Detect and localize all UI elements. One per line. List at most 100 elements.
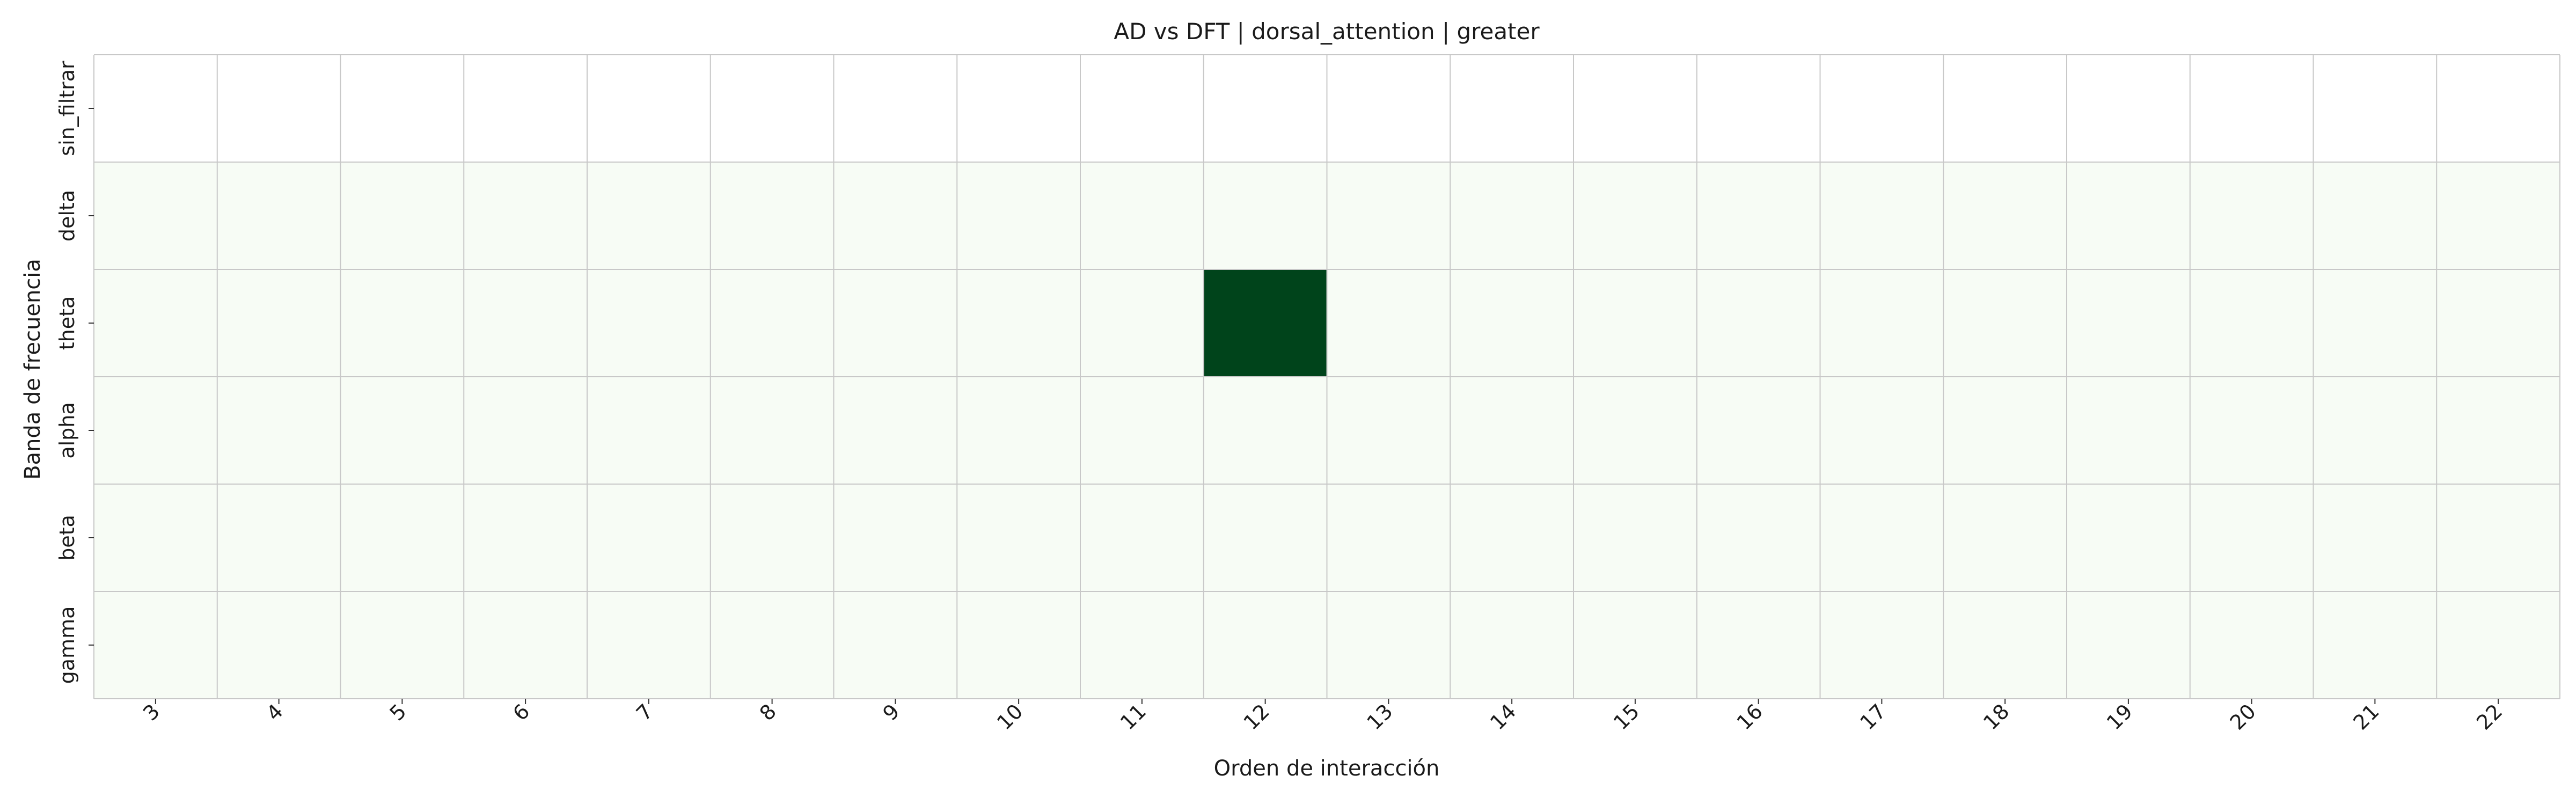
heatmap-cell-alpha-4	[217, 377, 341, 484]
heatmap-cell-gamma-10	[957, 591, 1080, 699]
heatmap-cell-delta-16	[1696, 162, 1820, 269]
heatmap-cell-delta-7	[587, 162, 711, 269]
heatmap-cell-delta-15	[1574, 162, 1697, 269]
heatmap-cell-gamma-16	[1696, 591, 1820, 699]
y-tick-label: beta	[55, 515, 79, 561]
heatmap-cell-beta-8	[710, 484, 834, 591]
heatmap-cell-gamma-14	[1450, 591, 1574, 699]
heatmap-cell-beta-3	[94, 484, 217, 591]
x-tick-label: 19	[2102, 699, 2137, 734]
heatmap-cell-alpha-7	[587, 377, 711, 484]
heatmap-cell-alpha-9	[833, 377, 957, 484]
heatmap-cell-delta-19	[2067, 162, 2190, 269]
heatmap-cell-sin_filtrar-17	[1820, 55, 1944, 162]
y-tick-label: gamma	[55, 606, 79, 684]
heatmap-cell-sin_filtrar-15	[1574, 55, 1697, 162]
y-axis-label: Banda de frecuencia	[20, 259, 45, 480]
heatmap-cell-delta-6	[464, 162, 587, 269]
heatmap-cell-theta-19	[2067, 269, 2190, 377]
heatmap-cells	[94, 55, 2560, 699]
x-axis-label: Orden de interacción	[1214, 756, 1440, 781]
heatmap-cell-delta-12	[1203, 162, 1327, 269]
heatmap-cell-alpha-10	[957, 377, 1080, 484]
heatmap-cell-delta-18	[1943, 162, 2067, 269]
heatmap-cell-gamma-17	[1820, 591, 1944, 699]
heatmap-cell-beta-7	[587, 484, 711, 591]
heatmap-cell-sin_filtrar-9	[833, 55, 957, 162]
x-tick-label: 4	[262, 699, 288, 725]
heatmap-cell-theta-14	[1450, 269, 1574, 377]
heatmap-cell-gamma-13	[1327, 591, 1451, 699]
heatmap-cell-sin_filtrar-22	[2436, 55, 2560, 162]
x-tick-label: 18	[1979, 699, 2014, 734]
heatmap-cell-sin_filtrar-12	[1203, 55, 1327, 162]
heatmap-cell-gamma-3	[94, 591, 217, 699]
heatmap-cell-theta-22	[2436, 269, 2560, 377]
heatmap-cell-gamma-20	[2190, 591, 2314, 699]
y-tick-label: alpha	[55, 402, 79, 458]
heatmap-cell-delta-17	[1820, 162, 1944, 269]
heatmap-cell-beta-9	[833, 484, 957, 591]
heatmap-cell-sin_filtrar-5	[340, 55, 464, 162]
heatmap-cell-alpha-22	[2436, 377, 2560, 484]
heatmap-cell-theta-11	[1080, 269, 1204, 377]
heatmap-cell-beta-16	[1696, 484, 1820, 591]
heatmap-cell-sin_filtrar-6	[464, 55, 587, 162]
heatmap-cell-theta-15	[1574, 269, 1697, 377]
heatmap-cell-theta-6	[464, 269, 587, 377]
heatmap-cell-theta-9	[833, 269, 957, 377]
y-tick-label: theta	[55, 296, 79, 350]
heatmap-cell-sin_filtrar-7	[587, 55, 711, 162]
x-tick-label: 17	[1855, 699, 1890, 734]
heatmap-cell-sin_filtrar-20	[2190, 55, 2314, 162]
x-tick-label: 10	[992, 699, 1027, 734]
heatmap-cell-delta-4	[217, 162, 341, 269]
chart-title: AD vs DFT | dorsal_attention | greater	[1114, 18, 1540, 45]
heatmap-cell-theta-10	[957, 269, 1080, 377]
heatmap-cell-sin_filtrar-4	[217, 55, 341, 162]
heatmap-cell-delta-20	[2190, 162, 2314, 269]
heatmap-cell-alpha-21	[2313, 377, 2437, 484]
heatmap-cell-delta-8	[710, 162, 834, 269]
x-tick-label: 15	[1609, 699, 1644, 734]
heatmap-cell-beta-11	[1080, 484, 1204, 591]
heatmap-cell-gamma-6	[464, 591, 587, 699]
heatmap-cell-alpha-18	[1943, 377, 2067, 484]
heatmap-cell-sin_filtrar-8	[710, 55, 834, 162]
heatmap-cell-theta-12	[1203, 269, 1327, 377]
heatmap-cell-gamma-12	[1203, 591, 1327, 699]
heatmap-cell-delta-14	[1450, 162, 1574, 269]
x-tick-label: 11	[1116, 699, 1151, 734]
heatmap-cell-beta-5	[340, 484, 464, 591]
heatmap-cell-beta-18	[1943, 484, 2067, 591]
heatmap-cell-theta-13	[1327, 269, 1451, 377]
heatmap-cell-sin_filtrar-13	[1327, 55, 1451, 162]
heatmap-cell-beta-6	[464, 484, 587, 591]
heatmap-cell-theta-3	[94, 269, 217, 377]
heatmap-cell-theta-17	[1820, 269, 1944, 377]
heatmap-cell-alpha-19	[2067, 377, 2190, 484]
x-tick-label: 7	[632, 699, 657, 725]
heatmap-cell-gamma-8	[710, 591, 834, 699]
x-tick-label: 20	[2226, 699, 2260, 734]
heatmap-cell-theta-8	[710, 269, 834, 377]
heatmap-cell-theta-20	[2190, 269, 2314, 377]
heatmap-grid	[93, 54, 2560, 699]
heatmap-cell-alpha-17	[1820, 377, 1944, 484]
heatmap-cell-sin_filtrar-10	[957, 55, 1080, 162]
heatmap-cell-sin_filtrar-18	[1943, 55, 2067, 162]
heatmap-cell-gamma-19	[2067, 591, 2190, 699]
x-tick-label: 5	[385, 699, 411, 725]
heatmap-cell-sin_filtrar-14	[1450, 55, 1574, 162]
x-tick-label: 6	[508, 699, 534, 725]
heatmap-cell-beta-21	[2313, 484, 2437, 591]
heatmap-cell-alpha-6	[464, 377, 587, 484]
heatmap-cell-alpha-8	[710, 377, 834, 484]
heatmap-cell-delta-22	[2436, 162, 2560, 269]
heatmap-cell-alpha-12	[1203, 377, 1327, 484]
heatmap-cell-sin_filtrar-3	[94, 55, 217, 162]
x-tick-label: 12	[1239, 699, 1274, 734]
x-tick-label: 16	[1732, 699, 1767, 734]
